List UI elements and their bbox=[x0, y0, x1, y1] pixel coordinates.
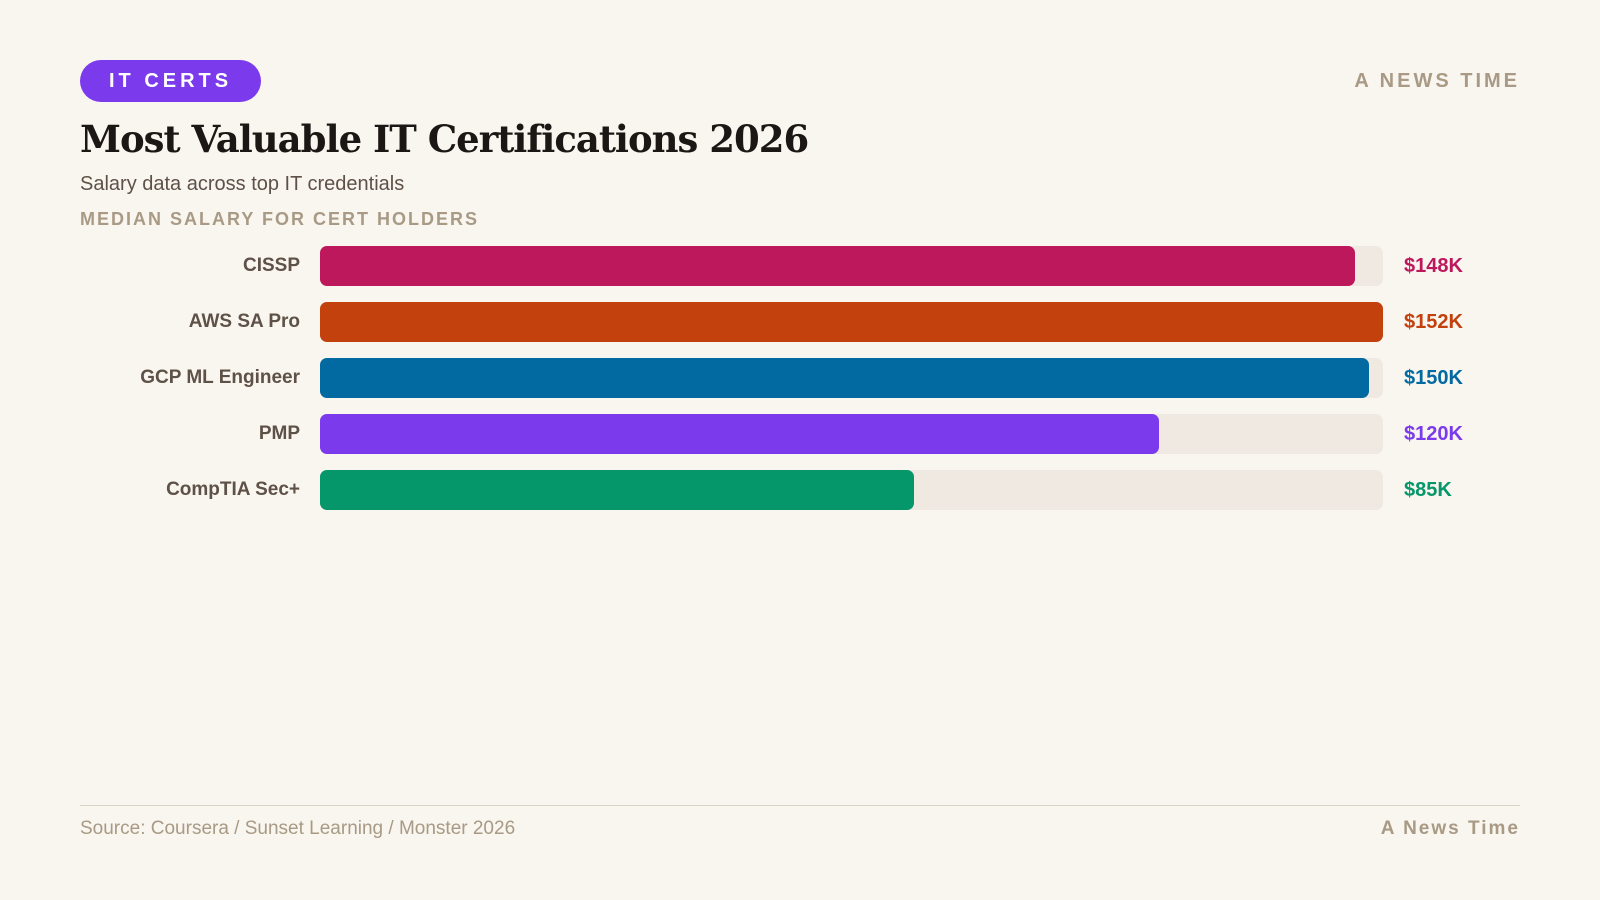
bar bbox=[320, 470, 915, 510]
bar-track bbox=[320, 414, 1383, 454]
bar-track bbox=[320, 302, 1383, 342]
brand-logo: A NEWS TIME bbox=[1354, 70, 1520, 92]
bar-row: CISSP $148K bbox=[0, 246, 1600, 286]
category-label: CISSP bbox=[242, 255, 300, 276]
bar-row: AWS SA Pro $152K bbox=[0, 302, 1600, 342]
bar-track bbox=[320, 358, 1383, 398]
bar bbox=[320, 358, 1369, 398]
footer-brand: A News Time bbox=[1380, 818, 1520, 839]
bar-track bbox=[320, 470, 1383, 510]
value-label: $148K bbox=[1404, 255, 1463, 277]
axis-label: MEDIAN SALARY FOR CERT HOLDERS bbox=[80, 209, 480, 229]
category-tag: IT CERTS bbox=[80, 60, 262, 102]
category-label: PMP bbox=[258, 423, 300, 444]
chart-title: Most Valuable IT Certifications 2026 bbox=[80, 117, 809, 161]
footer-divider bbox=[80, 805, 1520, 806]
bar-row: CompTIA Sec+ $85K bbox=[0, 470, 1600, 510]
bar-row: PMP $120K bbox=[0, 414, 1600, 454]
value-label: $85K bbox=[1404, 479, 1452, 501]
chart-subtitle: Salary data across top IT credentials bbox=[80, 173, 405, 195]
source-note: Source: Coursera / Sunset Learning / Mon… bbox=[80, 818, 516, 839]
value-label: $152K bbox=[1404, 311, 1463, 333]
category-label: CompTIA Sec+ bbox=[166, 479, 300, 500]
bar bbox=[320, 414, 1160, 454]
bar bbox=[320, 302, 1383, 342]
bar-row: GCP ML Engineer $150K bbox=[0, 358, 1600, 398]
category-label: GCP ML Engineer bbox=[140, 367, 300, 388]
value-label: $150K bbox=[1404, 367, 1463, 389]
category-label: AWS SA Pro bbox=[188, 311, 300, 332]
bar bbox=[320, 246, 1356, 286]
bar-track bbox=[320, 246, 1383, 286]
value-label: $120K bbox=[1404, 423, 1463, 445]
